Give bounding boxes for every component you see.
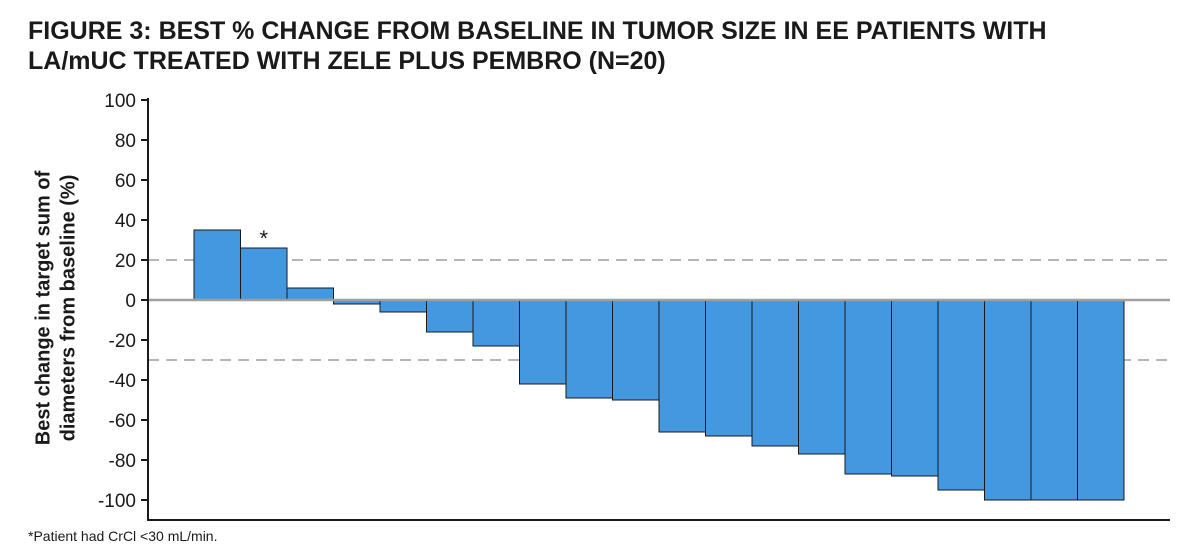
bar [426,299,474,333]
footnote: *Patient had CrCl <30 mL/min. [28,528,218,544]
bar [472,299,520,347]
bar [240,247,288,301]
bar [286,287,334,301]
bar [193,229,241,301]
y-tick-label: -40 [109,371,136,392]
bar [565,299,613,399]
chart-title: FIGURE 3: BEST % CHANGE FROM BASELINE IN… [28,16,1178,76]
bar [891,299,939,477]
y-tick-label: 80 [115,131,136,152]
bar [1077,299,1125,501]
bar [705,299,753,437]
y-tick-label: -100 [98,491,136,512]
y-axis-label-line-2: diameters from baseline (%) [56,174,79,442]
bar [379,299,427,313]
axes [147,98,1170,521]
y-axis-label-line-1: Best change in target sum of [31,170,54,446]
y-ticks: 100 80 60 40 20 0 -20 -40 -60 -80 -100 [98,91,148,512]
y-tick-label: -80 [109,451,136,472]
y-tick-label: -20 [109,331,136,352]
bar [519,299,567,385]
y-tick-label: 100 [104,91,136,112]
y-tick-label: 60 [115,171,136,192]
y-tick-label: 0 [125,291,136,312]
bar [751,299,799,447]
bar-annotation: * [259,226,268,251]
bar [844,299,892,475]
chart-title-line-1: FIGURE 3: BEST % CHANGE FROM BASELINE IN… [28,17,1047,45]
bar [658,299,706,433]
bar [612,299,660,401]
bar [798,299,846,455]
y-tick-label: 40 [115,211,136,232]
bars [193,229,1125,501]
bar [984,299,1032,501]
chart-title-line-2: LA/mUC TREATED WITH ZELE PLUS PEMBRO (N=… [28,47,666,75]
annotations: * [259,226,268,251]
y-tick-label: -60 [109,411,136,432]
bar [1030,299,1078,501]
bar [937,299,985,491]
y-tick-label: 20 [115,251,136,272]
y-axis-label: Best change in target sum of diameters f… [31,171,81,446]
